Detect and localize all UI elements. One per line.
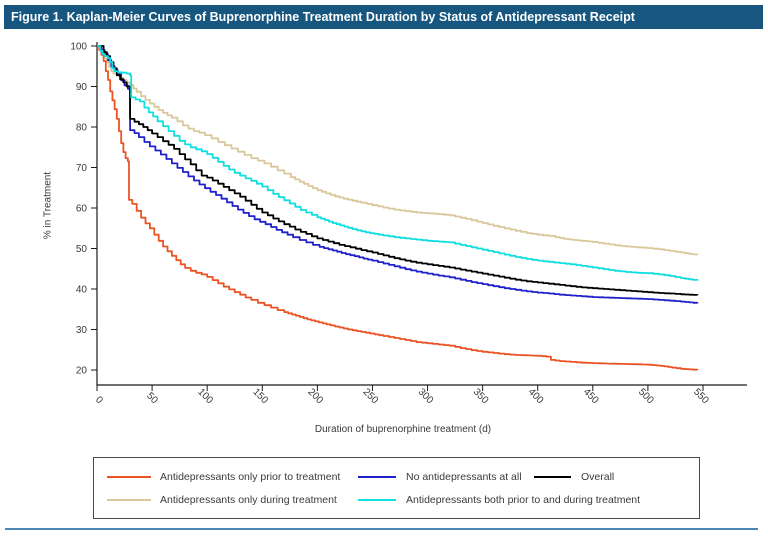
legend-item-label: Antidepressants only during treatment — [160, 494, 337, 506]
x-tick-label: 150 — [250, 387, 270, 407]
legend-line-swatch-overall — [534, 476, 571, 478]
y-tick-label: 70 — [76, 163, 88, 174]
x-tick-label: 50 — [144, 390, 160, 406]
y-tick-label: 20 — [76, 366, 88, 377]
x-tick-label: 550 — [691, 387, 711, 407]
x-tick-label: 350 — [471, 387, 491, 407]
km-chart: 20 30 40 50 60 70 80 90 100 0 50 100 150 200 250 300 350… — [42, 42, 747, 435]
y-tick-label: 50 — [76, 244, 88, 255]
legend-line-swatch-both — [358, 499, 396, 501]
figure-title: Figure 1. Kaplan-Meier Curves of Bupreno… — [11, 10, 635, 24]
x-tick-label: 250 — [361, 387, 381, 407]
x-tick-label: 300 — [416, 387, 436, 407]
km-curve-no-antidepressants-at-all — [97, 45, 699, 304]
legend-line-swatch-none — [358, 476, 396, 478]
x-axis-label: Duration of buprenorphine treatment (d) — [314, 424, 492, 435]
y-tick-label: 80 — [76, 123, 88, 134]
legend-item: Antidepressants only prior to treatment — [107, 469, 340, 485]
bottom-rule — [5, 528, 758, 530]
legend-item-label: Antidepressants only prior to treatment — [160, 471, 341, 483]
x-tick-label: 0 — [93, 394, 105, 406]
x-tick-label: 450 — [581, 387, 601, 407]
y-axis-label: % in Treatment — [42, 171, 54, 240]
km-curve-antidepressants-only-prior-to-treatment — [97, 45, 699, 371]
km-chart-svg: 20 30 40 50 60 70 80 90 100 0 50 100 150 200 250 300 350… — [70, 42, 747, 407]
km-curve-antidepressants-both-prior-to-and-during-treatment — [97, 45, 699, 281]
legend-item: No antidepressants at all — [358, 469, 522, 485]
legend-item: Antidepressants both prior to and during… — [358, 492, 640, 508]
km-curve-overall — [97, 45, 699, 296]
y-tick-label: 100 — [70, 42, 87, 53]
x-tick-label: 500 — [636, 387, 656, 407]
legend-line-swatch-prior-only — [107, 476, 151, 478]
y-tick-label: 60 — [76, 204, 88, 215]
km-curve-antidepressants-only-during-treatment — [97, 45, 699, 256]
legend-line-swatch-during-only — [107, 499, 151, 501]
legend-item-label: Antidepressants both prior to and during… — [406, 494, 641, 506]
x-tick-label: 400 — [526, 387, 546, 407]
legend-box: Antidepressants only prior to treatment … — [93, 457, 700, 519]
x-tick-label: 200 — [305, 387, 325, 407]
legend-item-label: No antidepressants at all — [406, 471, 522, 483]
legend-item-label: Overall — [581, 471, 615, 483]
y-tick-label: 90 — [76, 82, 88, 93]
x-tick-label: 100 — [195, 387, 215, 407]
y-tick-label: 40 — [76, 285, 88, 296]
legend-item: Overall — [534, 469, 614, 485]
legend-item: Antidepressants only during treatment — [107, 492, 337, 508]
y-tick-label: 30 — [76, 325, 88, 336]
figure-title-bar: Figure 1. Kaplan-Meier Curves of Bupreno… — [4, 5, 763, 29]
